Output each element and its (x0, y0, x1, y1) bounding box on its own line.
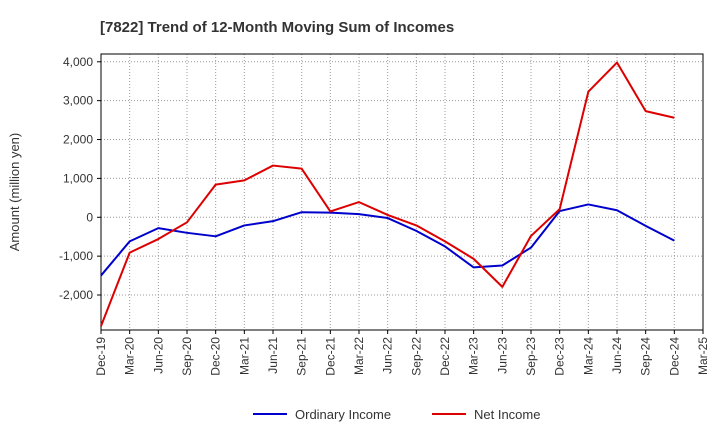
y-tick-label: -1,000 (59, 249, 93, 263)
x-tick-label: Dec-24 (667, 337, 681, 376)
series-line-net-income (100, 61, 675, 327)
x-tick-label: Jun-20 (151, 337, 165, 374)
x-tick-label: Mar-25 (696, 337, 710, 375)
y-tick-label: 2,000 (63, 133, 93, 147)
x-tick-label: Dec-19 (94, 337, 108, 376)
y-tick-label: 0 (86, 210, 93, 224)
x-axis-ticks: Dec-19 Mar-20 Jun-20 Sep-20 Dec-20 Mar-21 Jun-… (94, 330, 710, 376)
y-axis-label: Amount (million yen) (7, 133, 22, 252)
x-tick-label: Mar-20 (123, 337, 137, 375)
x-tick-label: Mar-23 (467, 337, 481, 375)
x-tick-label: Sep-23 (524, 337, 538, 376)
series-line-ordinary-income (100, 203, 675, 277)
x-tick-label: Sep-24 (639, 337, 653, 376)
x-tick-label: Mar-22 (352, 337, 366, 375)
x-tick-label: Mar-21 (237, 337, 251, 375)
legend-label-ordinary-income: Ordinary Income (295, 407, 391, 422)
legend-label-net-income: Net Income (474, 407, 540, 422)
y-tick-label: 4,000 (63, 55, 93, 69)
y-tick-label: 1,000 (63, 171, 93, 185)
chart-title: [7822] Trend of 12-Month Moving Sum of I… (100, 19, 454, 36)
x-tick-label: Dec-23 (553, 337, 567, 376)
grid-lines (101, 54, 703, 330)
x-tick-label: Mar-24 (581, 337, 595, 375)
plot-area (100, 53, 704, 331)
y-axis-ticks: -2,000 -1,000 0 1,000 2,000 3,000 4,000 (59, 55, 101, 302)
x-tick-label: Dec-22 (438, 337, 452, 376)
series-lines (100, 61, 675, 327)
x-tick-label: Sep-22 (409, 337, 423, 376)
x-tick-label: Jun-24 (610, 337, 624, 374)
x-tick-label: Jun-23 (495, 337, 509, 374)
y-tick-label: 3,000 (63, 94, 93, 108)
x-tick-label: Dec-21 (323, 337, 337, 376)
y-tick-label: -2,000 (59, 288, 93, 302)
x-tick-label: Jun-21 (266, 337, 280, 374)
legend: Ordinary Income Net Income (253, 407, 540, 422)
x-tick-label: Sep-20 (180, 337, 194, 376)
x-tick-label: Jun-22 (381, 337, 395, 374)
x-tick-label: Sep-21 (295, 337, 309, 376)
x-tick-label: Dec-20 (209, 337, 223, 376)
